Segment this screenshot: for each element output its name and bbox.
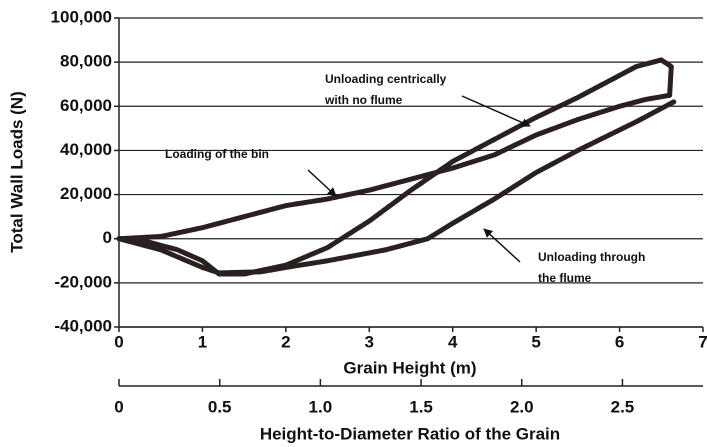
x-tick-label: 3	[365, 332, 374, 351]
annotation-arrow	[307, 169, 337, 197]
x2-tick-label: 2.0	[510, 397, 534, 416]
x2-tick-label: 0.5	[208, 397, 232, 416]
annotation-arrow	[461, 95, 531, 127]
annotation: with no flume	[324, 93, 403, 107]
x-tick-label: 5	[531, 332, 540, 351]
y-axis-title: Total Wall Loads (N)	[7, 91, 26, 253]
y-tick-label: 100,000	[51, 7, 112, 26]
y-tick-label: 20,000	[60, 184, 112, 203]
data-line	[116, 92, 673, 242]
annotation: Loading of the bin	[165, 147, 269, 161]
y-tick-label: 60,000	[60, 96, 112, 115]
annotation: Unloading through	[538, 250, 645, 264]
x2-axis-title: Height-to-Diameter Ratio of the Grain	[260, 424, 560, 443]
annotation-arrow	[483, 228, 521, 263]
annotation: Unloading centrically	[325, 72, 447, 86]
x2-tick-label: 2.5	[611, 397, 635, 416]
x-tick-label: 2	[281, 332, 290, 351]
x2-tick-label: 1.5	[409, 397, 433, 416]
x-tick-label: 4	[448, 332, 458, 351]
x2-tick-label: 1.0	[309, 397, 333, 416]
x-tick-label: 1	[198, 332, 207, 351]
y-tick-label: -40,000	[54, 316, 112, 335]
data-line	[116, 99, 677, 276]
x-tick-label: 0	[114, 332, 123, 351]
y-tick-label: 0	[103, 228, 112, 247]
annotation: the flume	[538, 271, 592, 285]
x2-tick-label: 0	[114, 397, 123, 416]
y-tick-label: -20,000	[54, 272, 112, 291]
x-tick-label: 7	[698, 332, 707, 351]
data-line	[116, 57, 674, 277]
y-tick-label: 80,000	[60, 52, 112, 71]
x-axis-title: Grain Height (m)	[343, 358, 476, 377]
x-tick-label: 6	[615, 332, 624, 351]
y-tick-label: 40,000	[60, 140, 112, 159]
